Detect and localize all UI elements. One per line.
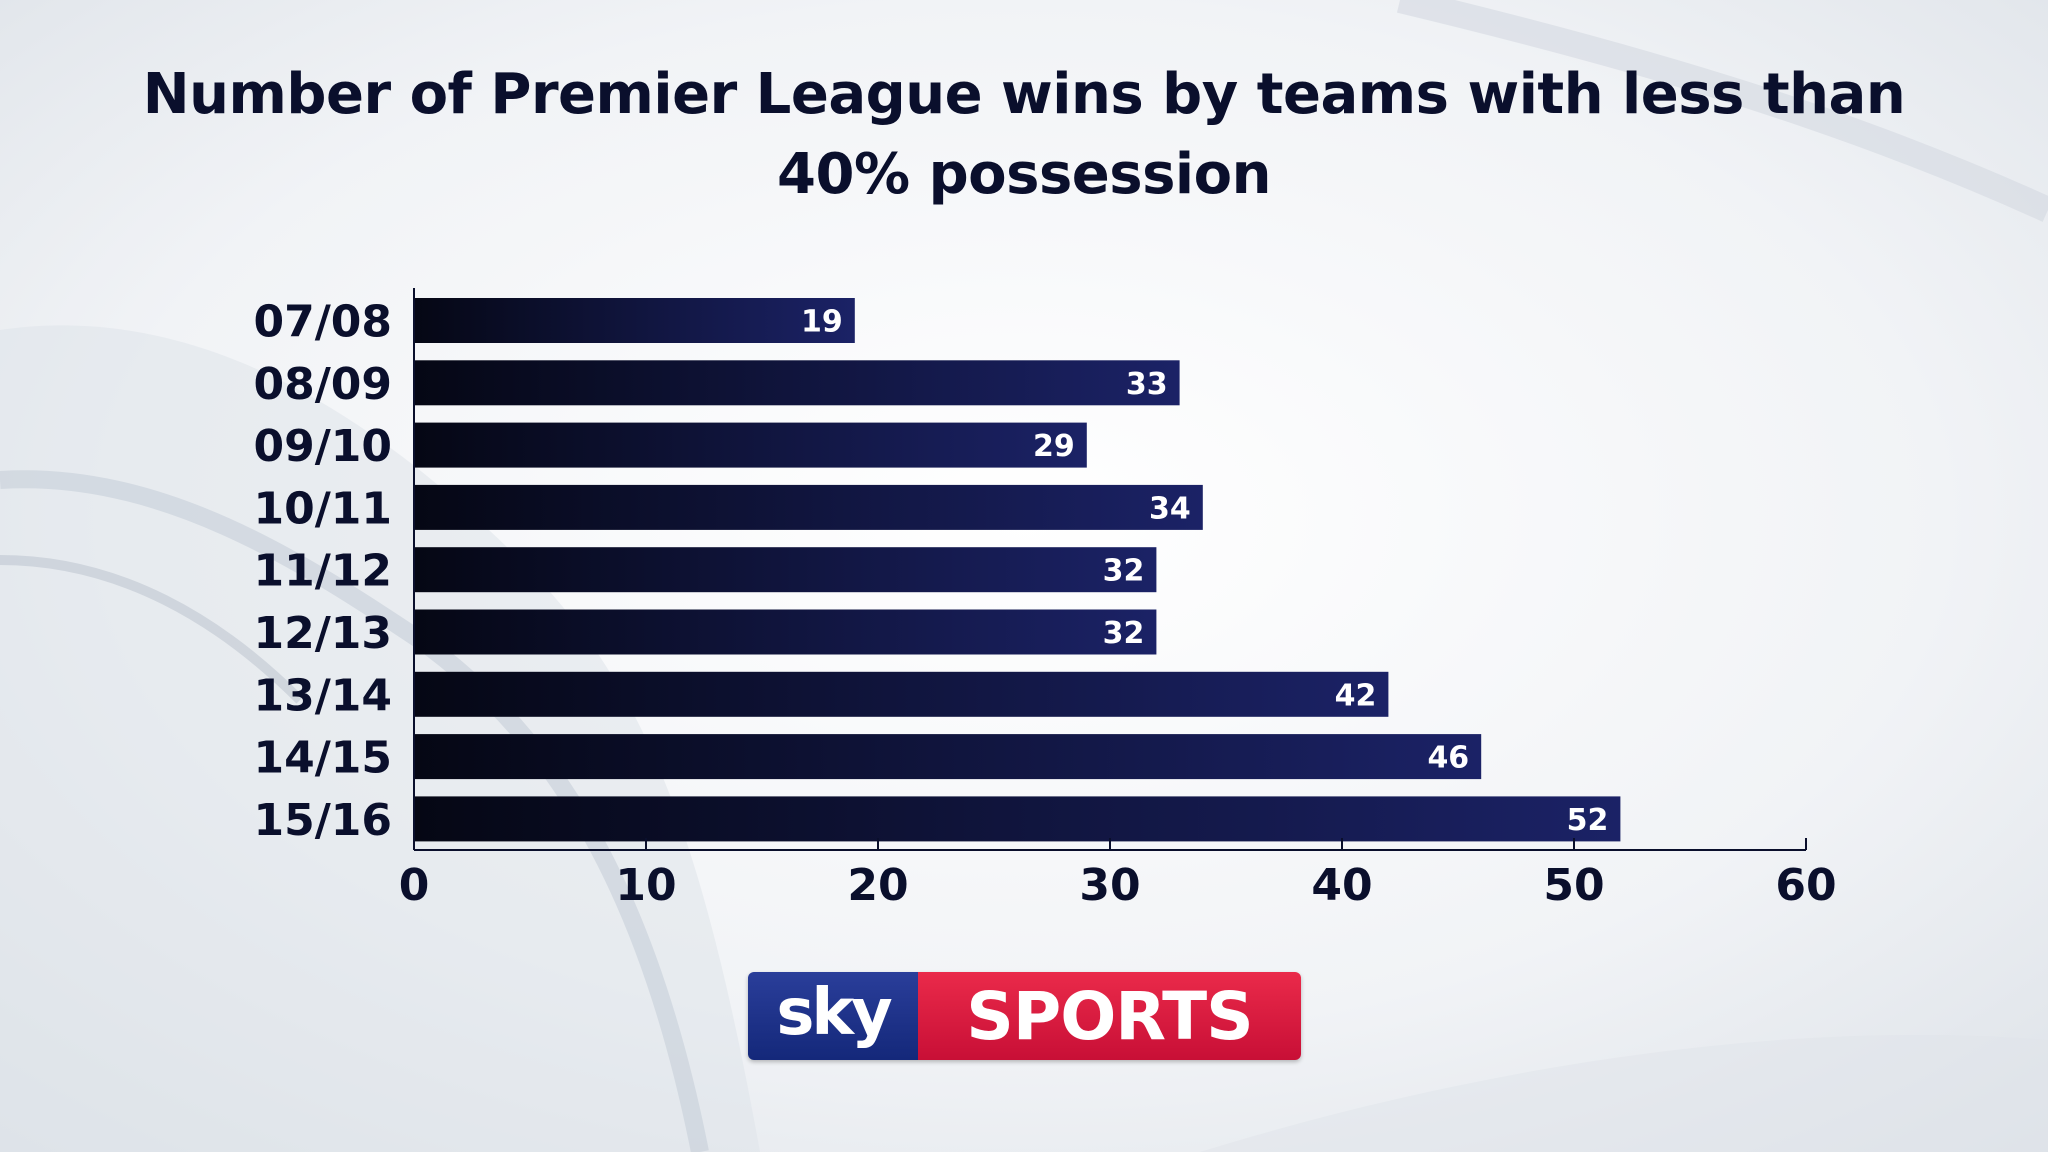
- bar-12-13: [414, 609, 1157, 655]
- x-tick-label: 10: [615, 860, 676, 911]
- bar-15-16: [414, 796, 1621, 842]
- x-tick-label: 60: [1775, 860, 1836, 911]
- bar-08-09: [414, 360, 1180, 406]
- x-tick-label: 40: [1311, 860, 1372, 911]
- x-axis: 0 10 20 30 40 50 60: [399, 288, 1837, 911]
- data-label: 46: [1427, 741, 1469, 776]
- category-label: 12/13: [253, 608, 392, 659]
- data-label: 19: [801, 305, 843, 340]
- category-label: 10/11: [253, 483, 392, 534]
- bar-09-10: [414, 422, 1087, 468]
- data-label: 34: [1149, 491, 1191, 526]
- category-label: 09/10: [253, 421, 392, 472]
- logo-sky-text: sky: [748, 972, 918, 1060]
- data-label: 33: [1126, 367, 1168, 402]
- data-label: 29: [1033, 429, 1075, 464]
- data-label: 52: [1567, 803, 1609, 838]
- sky-sports-logo: sky SPORTS: [748, 972, 1301, 1060]
- chart-title-line-1: Number of Premier League wins by teams w…: [142, 62, 1906, 127]
- x-tick-label: 50: [1543, 860, 1604, 911]
- category-label: 07/08: [253, 297, 392, 348]
- category-label: 11/12: [253, 546, 392, 597]
- x-tick-label: 0: [399, 860, 430, 911]
- category-label: 13/14: [253, 670, 392, 721]
- category-labels: 07/08 08/09 09/10 10/11 11/12 12/13 13/14 14/15…: [253, 297, 392, 846]
- bar-07-08: [414, 298, 855, 343]
- x-tick-label: 20: [847, 860, 908, 911]
- bar-14-15: [414, 734, 1482, 780]
- x-tick-label: 30: [1079, 860, 1140, 911]
- data-label: 32: [1103, 554, 1145, 589]
- data-label: 42: [1335, 678, 1377, 713]
- logo-sports-text: SPORTS: [918, 972, 1301, 1060]
- category-label: 14/15: [253, 733, 392, 784]
- bar-10-11: [414, 484, 1203, 530]
- data-label: 32: [1103, 616, 1145, 651]
- category-label: 15/16: [253, 795, 392, 846]
- bar-11-12: [414, 547, 1157, 593]
- chart-title-line-2: 40% possession: [777, 142, 1271, 207]
- bar-13-14: [414, 671, 1389, 717]
- category-label: 08/09: [253, 359, 392, 410]
